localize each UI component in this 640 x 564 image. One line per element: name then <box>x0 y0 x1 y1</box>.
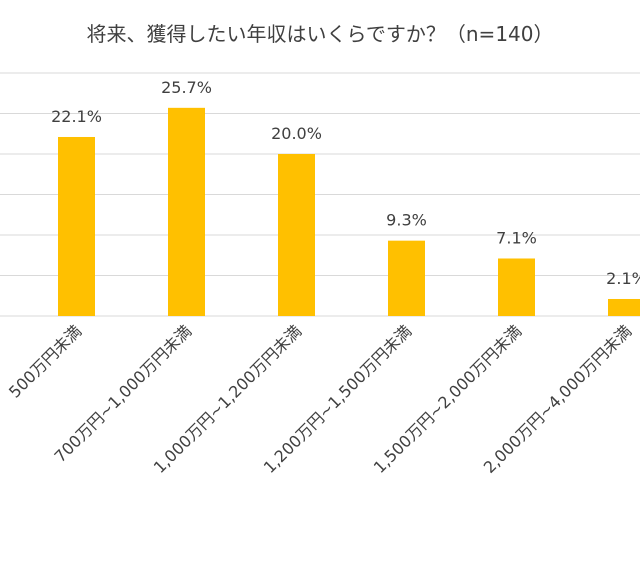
chart-title: 将来、獲得したい年収はいくらですか？（n=140） <box>86 22 554 46</box>
category-label: 500万円未満 <box>5 321 85 401</box>
bar <box>388 240 425 316</box>
data-label: 7.1% <box>496 228 537 247</box>
data-label: 25.7% <box>161 78 212 97</box>
data-label: 22.1% <box>51 107 102 126</box>
bar <box>278 154 315 316</box>
data-label: 20.0% <box>271 124 322 143</box>
bar <box>498 258 535 316</box>
bar <box>58 136 95 316</box>
bar <box>168 107 205 316</box>
bar <box>608 298 640 316</box>
data-label: 9.3% <box>386 211 427 230</box>
data-label: 2.1% <box>606 269 640 288</box>
